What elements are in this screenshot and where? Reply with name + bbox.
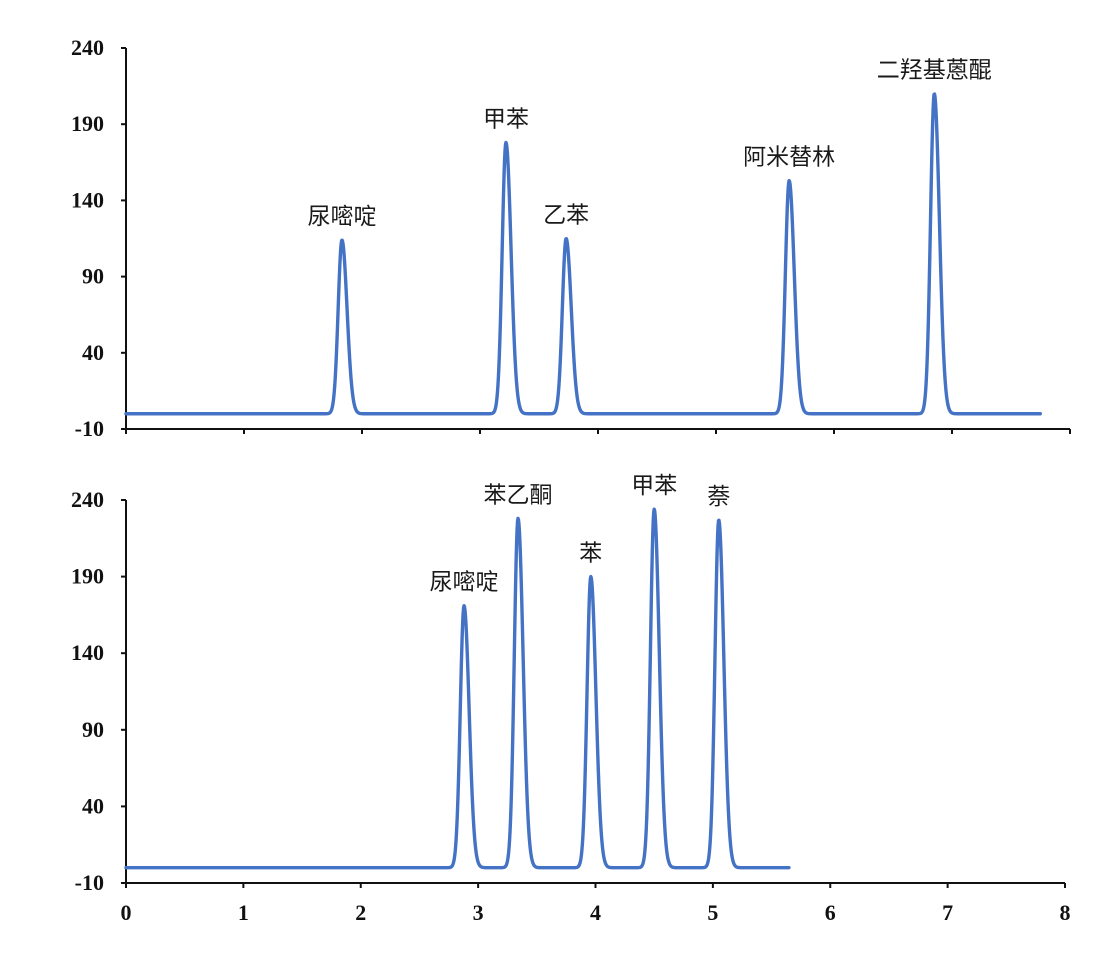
x-tick-label: 3 bbox=[473, 900, 484, 925]
peak-label: 乙苯 bbox=[543, 203, 589, 229]
peak-label: 萘 bbox=[707, 484, 730, 510]
peak-label: 二羟基蒽醌 bbox=[877, 58, 992, 84]
x-tick-label: 7 bbox=[942, 900, 953, 925]
peak-label: 尿嘧啶 bbox=[430, 570, 499, 596]
y-tick-label: -10 bbox=[75, 870, 104, 895]
peak-label: 甲苯 bbox=[631, 473, 677, 499]
y-tick-label: 140 bbox=[71, 640, 104, 665]
x-tick-label: 8 bbox=[1060, 900, 1071, 925]
y-tick-label: 90 bbox=[82, 717, 104, 742]
peak-label: 尿嘧啶 bbox=[307, 204, 376, 230]
x-tick-label: 6 bbox=[825, 900, 836, 925]
x-tick-label: 0 bbox=[121, 900, 132, 925]
y-tick-label: 240 bbox=[71, 35, 104, 60]
y-tick-label: 40 bbox=[82, 340, 104, 365]
x-tick-label: 1 bbox=[238, 900, 249, 925]
y-tick-label: 240 bbox=[71, 487, 104, 512]
chromatogram-trace bbox=[124, 507, 791, 870]
chromatogram-trace bbox=[124, 92, 1042, 416]
x-tick-label: 2 bbox=[355, 900, 366, 925]
y-tick-label: 90 bbox=[82, 264, 104, 289]
peak-label: 甲苯 bbox=[483, 106, 529, 132]
y-tick-label: 190 bbox=[71, 111, 104, 136]
x-tick-label: 4 bbox=[590, 900, 601, 925]
y-tick-label: -10 bbox=[75, 416, 104, 441]
y-tick-label: 190 bbox=[71, 564, 104, 589]
peak-label: 阿米替林 bbox=[743, 145, 835, 171]
peak-label: 苯 bbox=[579, 541, 602, 567]
peak-label: 苯乙酮 bbox=[484, 482, 553, 508]
y-tick-label: 40 bbox=[82, 793, 104, 818]
y-tick-label: 140 bbox=[71, 187, 104, 212]
x-tick-label: 5 bbox=[707, 900, 718, 925]
